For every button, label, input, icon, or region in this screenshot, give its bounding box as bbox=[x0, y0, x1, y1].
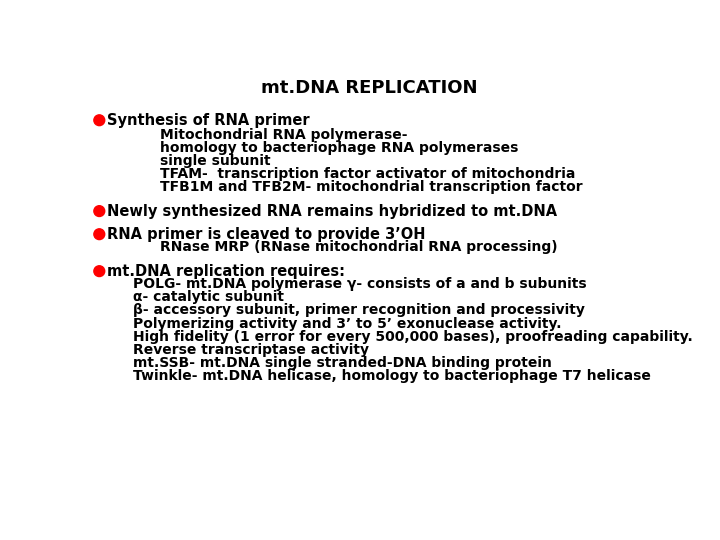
Circle shape bbox=[94, 115, 104, 126]
Text: α- catalytic subunit: α- catalytic subunit bbox=[132, 291, 284, 305]
Text: RNase MRP (RNase mitochondrial RNA processing): RNase MRP (RNase mitochondrial RNA proce… bbox=[160, 240, 557, 254]
Text: TFB1M and TFB2M- mitochondrial transcription factor: TFB1M and TFB2M- mitochondrial transcrip… bbox=[160, 180, 582, 194]
Text: mt.DNA replication requires:: mt.DNA replication requires: bbox=[107, 264, 345, 279]
Circle shape bbox=[94, 266, 104, 276]
Text: High fidelity (1 error for every 500,000 bases), proofreading capability.: High fidelity (1 error for every 500,000… bbox=[132, 329, 693, 343]
Text: β- accessory subunit, primer recognition and processivity: β- accessory subunit, primer recognition… bbox=[132, 303, 585, 318]
Circle shape bbox=[94, 229, 104, 240]
Text: mt.DNA REPLICATION: mt.DNA REPLICATION bbox=[261, 79, 477, 97]
Text: TFAM-  transcription factor activator of mitochondria: TFAM- transcription factor activator of … bbox=[160, 167, 575, 181]
Text: RNA primer is cleaved to provide 3’OH: RNA primer is cleaved to provide 3’OH bbox=[107, 227, 426, 242]
Text: Reverse transcriptase activity: Reverse transcriptase activity bbox=[132, 343, 369, 357]
Text: Synthesis of RNA primer: Synthesis of RNA primer bbox=[107, 113, 310, 128]
Text: Mitochondrial RNA polymerase-: Mitochondrial RNA polymerase- bbox=[160, 128, 408, 142]
Text: Newly synthesized RNA remains hybridized to mt.DNA: Newly synthesized RNA remains hybridized… bbox=[107, 204, 557, 219]
Text: mt.SSB- mt.DNA single stranded-DNA binding protein: mt.SSB- mt.DNA single stranded-DNA bindi… bbox=[132, 356, 552, 370]
Text: Twinkle- mt.DNA helicase, homology to bacteriophage T7 helicase: Twinkle- mt.DNA helicase, homology to ba… bbox=[132, 369, 650, 383]
Text: homology to bacteriophage RNA polymerases: homology to bacteriophage RNA polymerase… bbox=[160, 141, 518, 155]
Text: Polymerizing activity and 3’ to 5’ exonuclease activity.: Polymerizing activity and 3’ to 5’ exonu… bbox=[132, 316, 561, 330]
Circle shape bbox=[94, 206, 104, 217]
Text: single subunit: single subunit bbox=[160, 154, 271, 168]
Text: POLG- mt.DNA polymerase γ- consists of a and b subunits: POLG- mt.DNA polymerase γ- consists of a… bbox=[132, 277, 586, 291]
